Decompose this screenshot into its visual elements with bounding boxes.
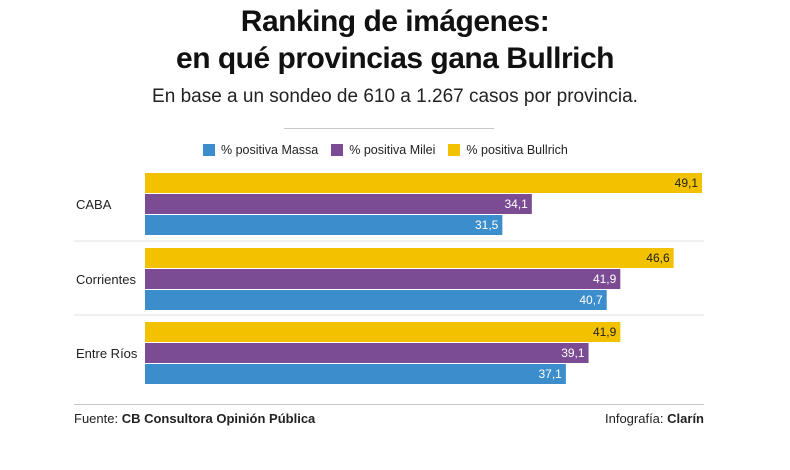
legend-item-massa: % positiva Massa <box>203 143 318 157</box>
category-label-caba: CABA <box>76 197 112 212</box>
footer-divider <box>74 404 704 405</box>
header-divider <box>284 128 494 129</box>
legend-label-bullrich: % positiva Bullrich <box>466 143 568 157</box>
legend-label-milei: % positiva Milei <box>349 143 436 157</box>
bar-positiva-massa-entre-r-os <box>145 364 566 384</box>
category-label-corrientes: Corrientes <box>76 272 136 287</box>
data-label-positiva-massa-corrientes: 40,7 <box>579 293 603 307</box>
legend-swatch-bullrich <box>448 144 461 156</box>
credit-value: Clarín <box>667 411 704 426</box>
bar-positiva-milei-caba <box>145 194 532 214</box>
data-label-positiva-bullrich-entre-r-os: 41,9 <box>593 325 617 339</box>
chart-subtitle: En base a un sondeo de 610 a 1.267 casos… <box>152 86 638 107</box>
legend-swatch-massa <box>203 144 215 156</box>
data-label-positiva-bullrich-corrientes: 46,6 <box>646 251 670 265</box>
legend-swatch-milei <box>331 144 344 156</box>
bar-positiva-bullrich-entre-r-os <box>145 322 621 342</box>
credit-note: Infografía: Clarín <box>605 411 704 426</box>
credit-label: Infografía: <box>604 411 664 426</box>
source-note: Fuente: CB Consultora Opinión Pública <box>74 411 315 426</box>
legend-label-massa: % positiva Massa <box>221 143 319 157</box>
bar-positiva-milei-corrientes <box>145 269 621 289</box>
bar-positiva-bullrich-caba <box>145 173 702 193</box>
legend-item-bullrich: % positiva Bullrich <box>448 143 568 157</box>
category-label-entre-r-os: Entre Ríos <box>76 346 138 361</box>
legend-item-milei: % positiva Milei <box>331 143 435 157</box>
source-value: CB Consultora Opinión Pública <box>121 411 316 426</box>
data-label-positiva-massa-caba: 31,5 <box>475 218 499 232</box>
data-label-positiva-milei-caba: 34,1 <box>504 197 528 211</box>
bar-positiva-bullrich-corrientes <box>145 248 674 268</box>
data-label-positiva-bullrich-caba: 49,1 <box>675 176 699 190</box>
data-label-positiva-milei-entre-r-os: 39,1 <box>561 346 585 360</box>
source-label: Fuente: <box>74 411 119 426</box>
bar-positiva-massa-caba <box>145 215 503 235</box>
legend: % positiva Massa % positiva Milei % posi… <box>203 143 581 157</box>
data-label-positiva-milei-corrientes: 41,9 <box>593 272 617 286</box>
bar-positiva-milei-entre-r-os <box>145 343 589 363</box>
chart-title-line-2: en qué provincias gana Bullrich <box>176 42 614 75</box>
data-label-positiva-massa-entre-r-os: 37,1 <box>539 367 563 381</box>
chart-title-line-1: Ranking de imágenes: <box>240 5 550 38</box>
bar-positiva-massa-corrientes <box>145 290 607 310</box>
